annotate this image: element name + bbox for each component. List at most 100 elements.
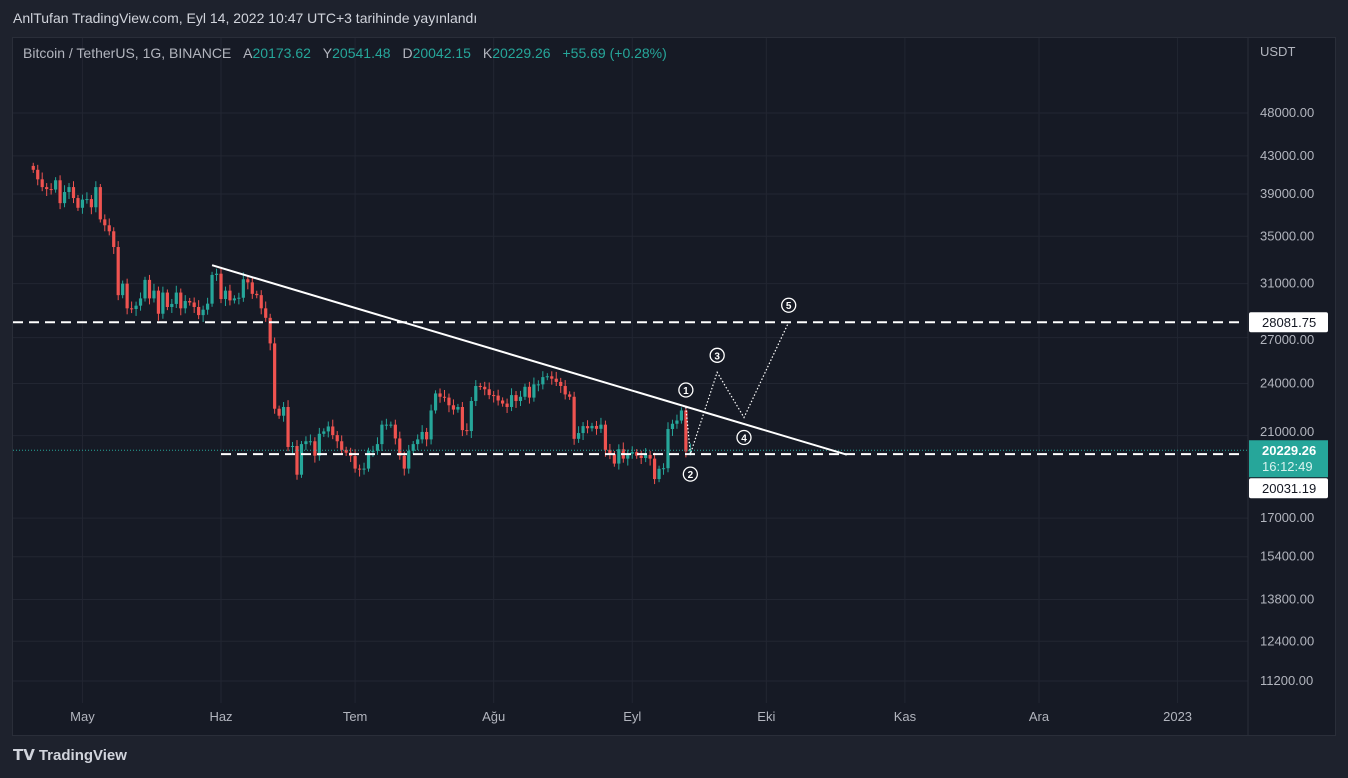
- wave-label-1: 1: [683, 386, 689, 397]
- candle-body: [268, 317, 272, 344]
- candle-body: [31, 165, 35, 170]
- candle-body: [45, 187, 49, 190]
- candle-body: [357, 468, 362, 470]
- candle-body: [478, 385, 482, 387]
- candle-body: [179, 292, 183, 309]
- candle-body: [322, 431, 326, 434]
- wave-label-circle: [781, 297, 797, 313]
- candle-body: [138, 298, 143, 306]
- candle-body: [527, 386, 532, 398]
- candle-body: [232, 298, 237, 301]
- candle-body: [344, 449, 348, 453]
- candle-body: [501, 400, 505, 404]
- wave-label-circle: [736, 429, 752, 446]
- candle-body: [465, 430, 469, 432]
- candle-body: [438, 393, 442, 397]
- candle-body: [380, 424, 384, 445]
- candle-body: [308, 441, 312, 443]
- candle-body: [652, 458, 657, 480]
- candle-body: [496, 395, 500, 401]
- candle-body: [509, 395, 514, 407]
- candle-body: [286, 406, 290, 447]
- wave-label-3: 3: [714, 351, 720, 362]
- candle-body: [192, 302, 196, 307]
- candle-body: [125, 283, 129, 309]
- candle-body: [255, 293, 259, 296]
- low-value: 20042.15: [412, 45, 471, 61]
- candle-body: [384, 424, 388, 426]
- candle-body: [657, 468, 661, 480]
- brand-name: TradingView: [38, 746, 127, 764]
- candle-body: [98, 187, 102, 220]
- candle-body: [617, 449, 621, 464]
- candle-body: [532, 384, 536, 398]
- candle-body: [326, 426, 330, 432]
- level-price-label: 28081.75: [1262, 315, 1316, 330]
- candle-body: [313, 441, 317, 456]
- low-label: D: [402, 45, 413, 61]
- candle-body: [62, 192, 67, 204]
- candle-body: [675, 420, 679, 424]
- wave-label-5: 5: [786, 301, 792, 312]
- change-value: +55.69 (+0.28%): [562, 45, 667, 61]
- high-value: 20541.48: [332, 45, 391, 61]
- candle-body: [264, 308, 268, 318]
- candle-body: [442, 396, 447, 398]
- time-tick-label: Kas: [894, 709, 917, 724]
- open-label: A: [243, 45, 253, 61]
- candle-body: [407, 450, 411, 469]
- time-tick-label: Haz: [209, 709, 232, 724]
- tradingview-logo[interactable]: 𝗧𝗩 TradingView: [13, 746, 127, 765]
- trendline: [211, 264, 848, 456]
- candle-body: [241, 279, 245, 298]
- price-tick-label: 27000.00: [1260, 332, 1314, 347]
- candle-body: [277, 408, 281, 416]
- candle-body: [375, 444, 380, 451]
- candle-body: [487, 389, 491, 396]
- candle-body: [420, 431, 424, 440]
- candle-body: [188, 301, 192, 303]
- candle-body: [554, 378, 558, 382]
- wave-label-2: 2: [688, 470, 694, 481]
- candle-body: [246, 279, 250, 283]
- candle-body: [577, 433, 581, 439]
- candle-body: [425, 431, 429, 440]
- candle-body: [197, 306, 201, 316]
- symbol-name[interactable]: Bitcoin / TetherUS, 1G, BINANCE: [23, 45, 232, 61]
- elliott-wave-path: [685, 321, 790, 455]
- candle-body: [371, 450, 375, 452]
- candle-body: [223, 290, 228, 300]
- candle-body: [603, 424, 608, 450]
- candle-body: [523, 386, 527, 397]
- candle-body: [304, 441, 308, 445]
- price-tick-label: 12400.00: [1260, 633, 1314, 648]
- candle-body: [156, 290, 161, 314]
- candle-body: [599, 424, 603, 429]
- time-tick-label: Ara: [1029, 709, 1050, 724]
- high-label: Y: [322, 45, 333, 61]
- candle-body: [174, 292, 178, 304]
- price-tick-label: 48000.00: [1260, 105, 1314, 120]
- candle-body: [89, 199, 93, 208]
- candle-body: [201, 309, 205, 316]
- candle-body: [353, 456, 357, 469]
- publish-title: AnlTufan TradingView.com, Eyl 14, 2022 1…: [13, 10, 478, 26]
- candle-body: [389, 424, 393, 426]
- last-price-label: 20229.26: [1262, 443, 1316, 458]
- candle-body: [568, 394, 572, 397]
- time-tick-label: 2023: [1163, 709, 1192, 724]
- candle-body: [518, 396, 523, 401]
- candle-body: [393, 424, 397, 439]
- candle-body: [299, 444, 304, 475]
- bar-countdown-label: 16:12:49: [1262, 459, 1313, 474]
- candle-body: [121, 283, 125, 296]
- candle-body: [429, 410, 433, 440]
- wave-label-circle: [678, 382, 694, 398]
- candle-body: [362, 468, 366, 470]
- chart-pane[interactable]: [12, 37, 1336, 736]
- candle-body: [170, 303, 174, 307]
- candle-body: [67, 187, 71, 193]
- candle-body: [536, 384, 540, 386]
- candle-body: [398, 438, 402, 456]
